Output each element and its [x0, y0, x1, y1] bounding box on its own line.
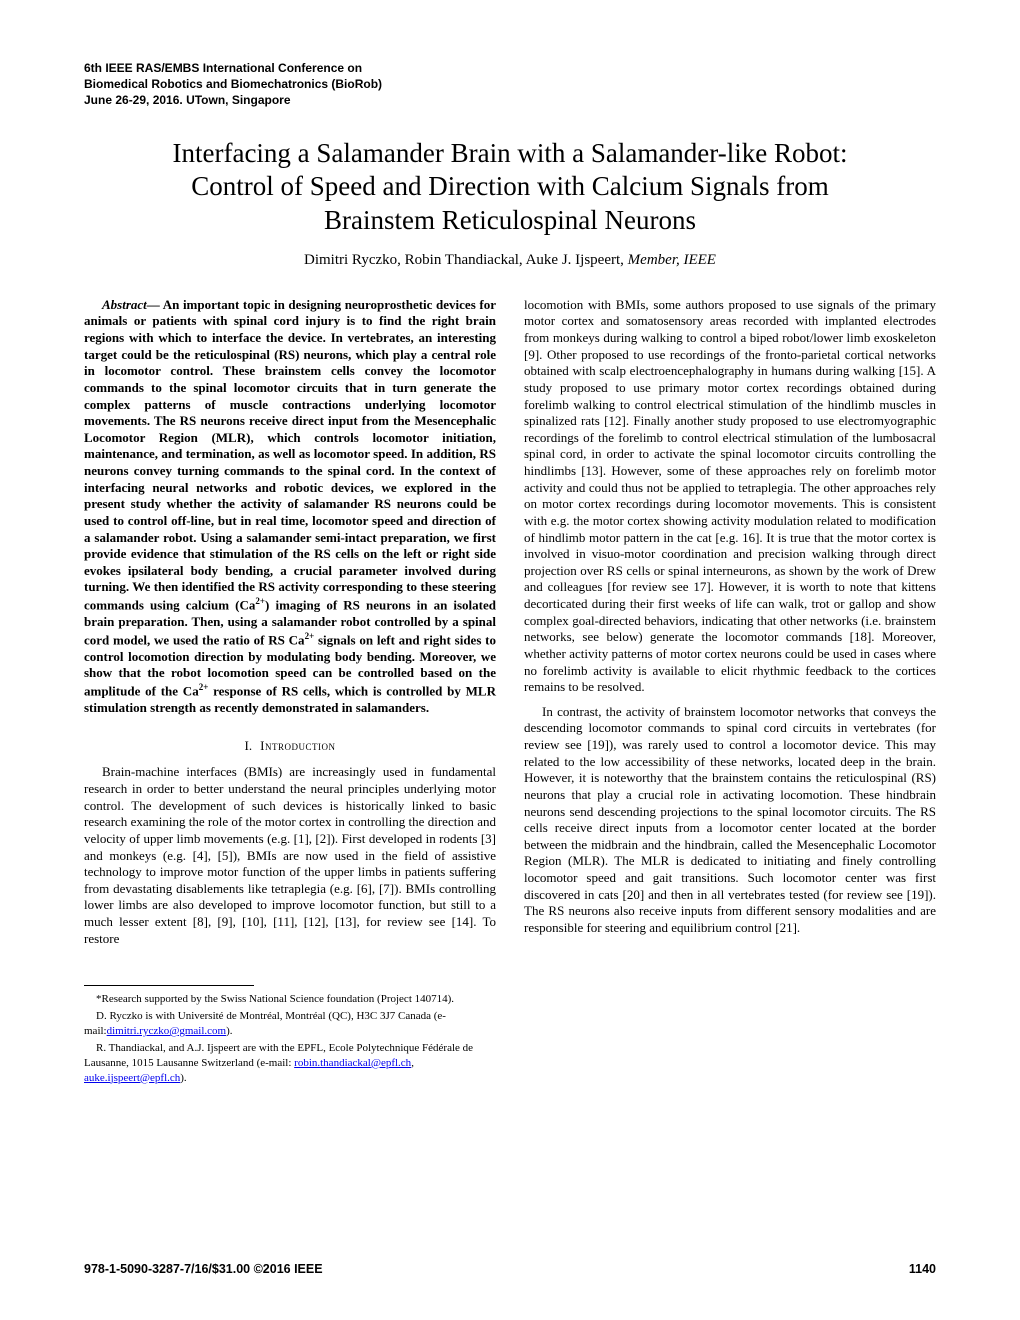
email-link-ryczko[interactable]: dimitri.ryczko@gmail.com [107, 1025, 227, 1037]
author-names: Dimitri Ryczko, Robin Thandiackal, Auke … [304, 252, 628, 268]
right-column: locomotion with BMIs, some authors propo… [524, 297, 936, 1088]
abstract-paragraph: Abstract— An important topic in designin… [84, 297, 496, 717]
abstract-dash: — [147, 297, 163, 312]
right-paragraph-2: In contrast, the activity of brainstem l… [524, 704, 936, 937]
footnotes-block: *Research supported by the Swiss Nationa… [84, 985, 496, 1085]
footnote-3: R. Thandiackal, and A.J. Ijspeert are wi… [84, 1041, 496, 1086]
email-link-ijspeert[interactable]: auke.ijspeert@epfl.ch [84, 1072, 180, 1084]
title-line-3: Brainstem Reticulospinal Neurons [324, 205, 696, 235]
title-line-2: Control of Speed and Direction with Calc… [191, 171, 828, 201]
footnote-3-a: R. Thandiackal, and A.J. Ijspeert are wi… [84, 1042, 473, 1069]
section-label: Introduction [260, 738, 335, 753]
sup-2plus-1: 2+ [255, 596, 265, 606]
footnote-2-b: ). [226, 1025, 232, 1037]
page-footer: 978-1-5090-3287-7/16/$31.00 ©2016 IEEE 1… [84, 1262, 936, 1276]
abstract-text-a: An important topic in designing neuropro… [84, 297, 496, 613]
footnote-1: *Research supported by the Swiss Nationa… [84, 992, 496, 1007]
conf-line-2: Biomedical Robotics and Biomechatronics … [84, 76, 936, 92]
two-column-body: Abstract— An important topic in designin… [84, 297, 936, 1088]
paper-title: Interfacing a Salamander Brain with a Sa… [104, 137, 916, 238]
section-heading-intro: I. Introduction [84, 738, 496, 754]
left-column: Abstract— An important topic in designin… [84, 297, 496, 1088]
authors-line: Dimitri Ryczko, Robin Thandiackal, Auke … [84, 252, 936, 269]
member-status: Member, IEEE [628, 252, 716, 268]
title-line-1: Interfacing a Salamander Brain with a Sa… [173, 138, 848, 168]
conference-header: 6th IEEE RAS/EMBS International Conferen… [84, 60, 936, 109]
right-paragraph-1: locomotion with BMIs, some authors propo… [524, 297, 936, 696]
email-link-thandiackal[interactable]: robin.thandiackal@epfl.ch [294, 1057, 411, 1069]
footnote-3-b: ). [180, 1072, 186, 1084]
paper-page: 6th IEEE RAS/EMBS International Conferen… [0, 0, 1020, 1320]
footnote-divider [84, 985, 254, 986]
abstract-label: Abstract [102, 297, 147, 312]
sup-2plus-3: 2+ [199, 682, 209, 692]
conf-line-3: June 26-29, 2016. UTown, Singapore [84, 92, 936, 108]
conf-line-1: 6th IEEE RAS/EMBS International Conferen… [84, 60, 936, 76]
footnote-3-sep: , [411, 1057, 414, 1069]
intro-paragraph-1: Brain-machine interfaces (BMIs) are incr… [84, 764, 496, 947]
footnote-2: D. Ryczko is with Université de Montréal… [84, 1009, 496, 1039]
footer-isbn: 978-1-5090-3287-7/16/$31.00 ©2016 IEEE [84, 1262, 323, 1276]
section-number: I. [245, 738, 253, 753]
footer-page-number: 1140 [909, 1262, 936, 1276]
sup-2plus-2: 2+ [305, 631, 315, 641]
